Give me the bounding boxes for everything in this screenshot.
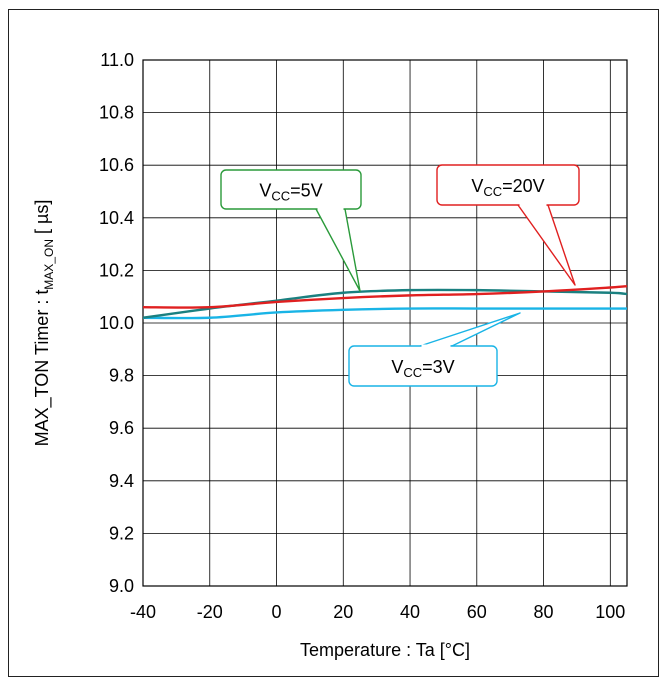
y-tick-label: 10.8 bbox=[99, 103, 134, 123]
x-tick-label: 0 bbox=[272, 602, 282, 622]
x-tick-label: -20 bbox=[197, 602, 223, 622]
callout-box bbox=[436, 164, 580, 206]
x-tick-label: -40 bbox=[130, 602, 156, 622]
x-tick-label: 80 bbox=[534, 602, 554, 622]
callout-pointer bbox=[419, 312, 521, 347]
callout-label: VCC=5V bbox=[259, 181, 322, 204]
y-tick-labels: 9.0 9.2 9.4 9.6 9.8 10.0 10.2 10.4 10.6 10.8 11.0 bbox=[99, 50, 134, 596]
callout-vcc-5v: VCC=5V bbox=[220, 169, 362, 292]
y-tick-label: 10.6 bbox=[99, 155, 134, 175]
callout-vcc-3v: VCC=3V bbox=[348, 312, 521, 387]
callouts: VCC=5V VCC=20V VCC=3V bbox=[220, 164, 580, 387]
callout-label: VCC=3V bbox=[391, 357, 454, 380]
y-tick-label: 10.0 bbox=[99, 313, 134, 333]
x-tick-labels: -40 -20 0 20 40 60 80 100 bbox=[130, 602, 625, 622]
plot-area bbox=[142, 59, 628, 587]
y-tick-label: 11.0 bbox=[100, 50, 134, 70]
y-axis-label-prefix: MAX_TON Timer : t bbox=[32, 290, 53, 447]
y-axis-label-suffix: [ µs] bbox=[32, 200, 52, 239]
x-axis-label: Temperature : Ta [°C] bbox=[300, 640, 470, 660]
y-axis-label: MAX_TON Timer : tMAX_ON [ µs] bbox=[32, 200, 56, 447]
callout-label: VCC=20V bbox=[471, 176, 544, 199]
x-tick-label: 40 bbox=[400, 602, 420, 622]
series-line-vcc-3v bbox=[142, 307, 627, 320]
callout-box bbox=[220, 169, 362, 210]
y-tick-label: 9.6 bbox=[109, 418, 134, 438]
y-tick-label: 10.4 bbox=[99, 208, 134, 228]
x-tick-label: 60 bbox=[467, 602, 487, 622]
callout-vcc-20v: VCC=20V bbox=[436, 164, 580, 286]
y-axis-label-subscript: MAX_ON bbox=[42, 239, 56, 290]
y-tick-label: 10.2 bbox=[99, 260, 134, 280]
y-tick-label: 9.0 bbox=[109, 576, 134, 596]
callout-pointer bbox=[517, 204, 576, 286]
x-tick-label: 100 bbox=[595, 602, 625, 622]
series-line-vcc-5v bbox=[142, 288, 628, 319]
callout-pointer bbox=[315, 208, 361, 292]
chart-frame bbox=[8, 9, 659, 677]
x-tick-label: 20 bbox=[333, 602, 353, 622]
y-tick-label: 9.4 bbox=[109, 471, 134, 491]
series-layer bbox=[142, 284, 628, 320]
series-line-vcc-20v bbox=[142, 284, 628, 309]
y-tick-label: 9.2 bbox=[109, 523, 134, 543]
grid bbox=[142, 59, 627, 587]
y-tick-label: 9.8 bbox=[109, 366, 134, 386]
